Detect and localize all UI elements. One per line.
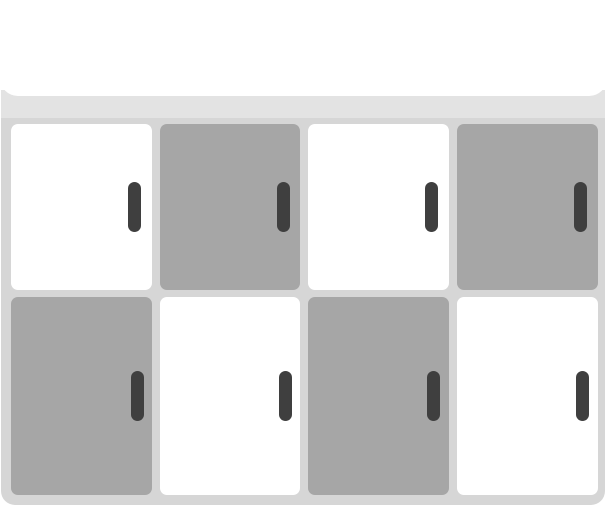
door-1-2[interactable]	[160, 124, 300, 290]
door-2-2[interactable]	[160, 297, 300, 495]
top-panel	[0, 0, 607, 96]
door-1-3[interactable]	[308, 124, 449, 290]
door-handle[interactable]	[128, 182, 141, 232]
door-handle[interactable]	[277, 182, 290, 232]
door-handle[interactable]	[131, 371, 144, 421]
door-1-1[interactable]	[11, 124, 152, 290]
door-handle[interactable]	[425, 182, 438, 232]
door-2-1[interactable]	[11, 297, 152, 495]
door-handle[interactable]	[279, 371, 292, 421]
door-handle[interactable]	[574, 182, 587, 232]
door-handle[interactable]	[427, 371, 440, 421]
door-1-4[interactable]	[457, 124, 598, 290]
door-2-4[interactable]	[457, 297, 598, 495]
door-2-3[interactable]	[308, 297, 449, 495]
door-handle[interactable]	[576, 371, 589, 421]
